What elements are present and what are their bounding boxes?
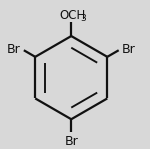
Text: 3: 3 [80, 14, 86, 23]
Text: Br: Br [122, 43, 135, 56]
Text: Br: Br [7, 43, 21, 56]
Text: Br: Br [64, 135, 78, 148]
Text: OCH: OCH [60, 9, 86, 22]
